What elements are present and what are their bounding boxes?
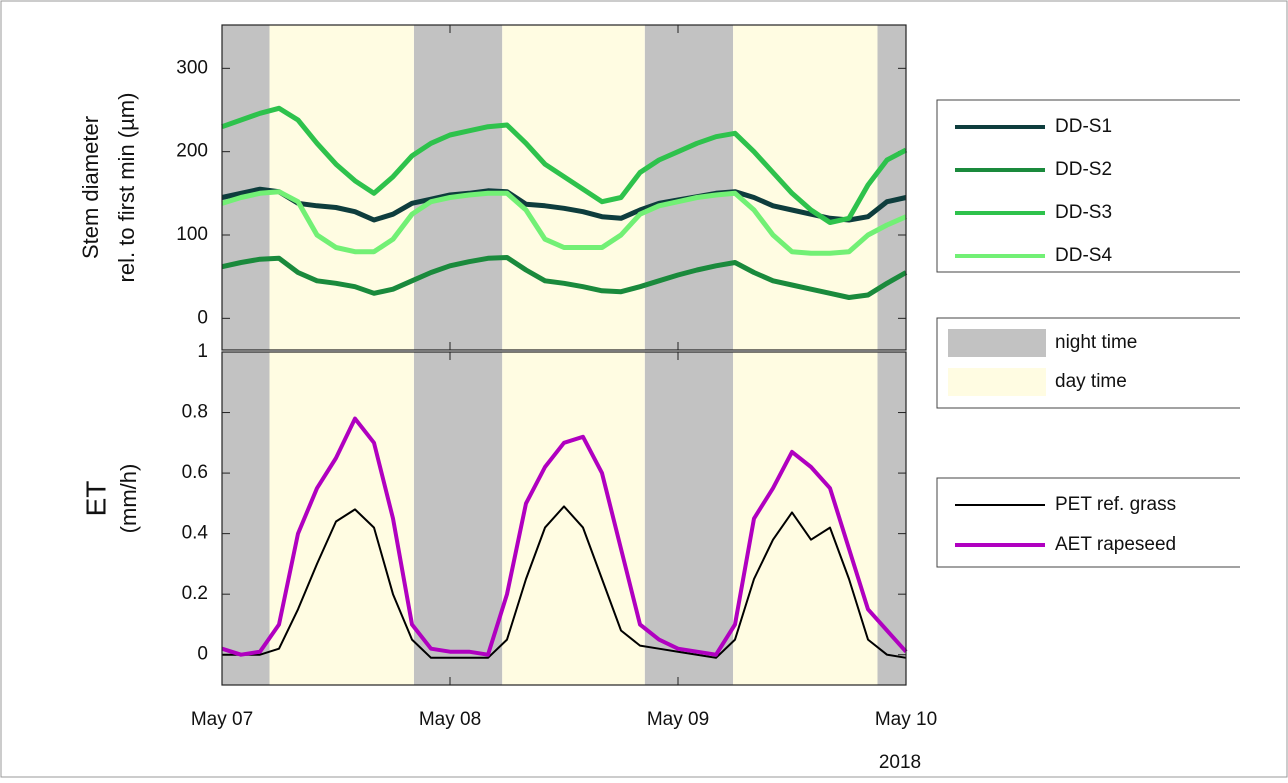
x-tick-label: May 09 [647, 709, 709, 730]
series-line [221, 255, 908, 300]
x-tick-label: May 07 [191, 709, 253, 730]
y-tick-label: 0.8 [182, 402, 208, 423]
shade-band [733, 25, 878, 350]
y-axis-label: ET [80, 481, 111, 517]
shade-band [269, 25, 414, 350]
shade-band [644, 352, 734, 685]
shade-band [222, 352, 270, 685]
legend-label: DD-S1 [1055, 116, 1112, 137]
y-axis-label: rel. to first min (µm) [114, 93, 139, 283]
y-axis-label: Stem diameter [78, 116, 103, 259]
legend-swatch [948, 368, 1046, 396]
series-line [221, 186, 907, 223]
x-tick-label: May 08 [419, 709, 481, 730]
y-tick-label: 100 [176, 224, 208, 245]
y-tick-label: 0.6 [182, 462, 208, 483]
y-tick-label: 1 [197, 341, 208, 362]
legend-box [936, 99, 1240, 273]
plot-frame [221, 351, 907, 686]
shade-band [644, 25, 734, 350]
legend-label: AET rapeseed [1055, 534, 1176, 555]
shade-band [877, 25, 906, 350]
series-line [221, 416, 908, 657]
y-tick-label: 0.2 [182, 583, 208, 604]
legend-swatch [948, 329, 1046, 357]
legend-label: day time [1055, 371, 1127, 392]
legend-label: PET ref. grass [1055, 494, 1176, 515]
legend-label: night time [1055, 332, 1137, 353]
y-tick-label: 0 [197, 307, 208, 328]
legend-box [936, 477, 1240, 568]
y-axis-label: (mm/h) [116, 464, 141, 534]
y-tick-label: 0 [197, 644, 208, 665]
series-line [221, 189, 908, 256]
series-line [221, 105, 908, 225]
x-tick-label: May 10 [875, 709, 937, 730]
legend-label: DD-S2 [1055, 159, 1112, 180]
y-tick-label: 0.4 [182, 523, 209, 544]
series-line [222, 505, 907, 659]
shade-band [502, 25, 645, 350]
legend-label: DD-S3 [1055, 202, 1112, 223]
shade-band [733, 352, 878, 685]
plot-frame [221, 24, 907, 351]
y-tick-label: 200 [176, 141, 208, 162]
y-tick-label: 300 [176, 57, 208, 78]
legend-label: DD-S4 [1055, 245, 1112, 266]
shade-band [877, 352, 906, 685]
legend-box [936, 317, 1240, 409]
shade-band [413, 352, 503, 685]
x-axis-label: 2018 [879, 752, 921, 773]
shade-band [413, 25, 503, 350]
